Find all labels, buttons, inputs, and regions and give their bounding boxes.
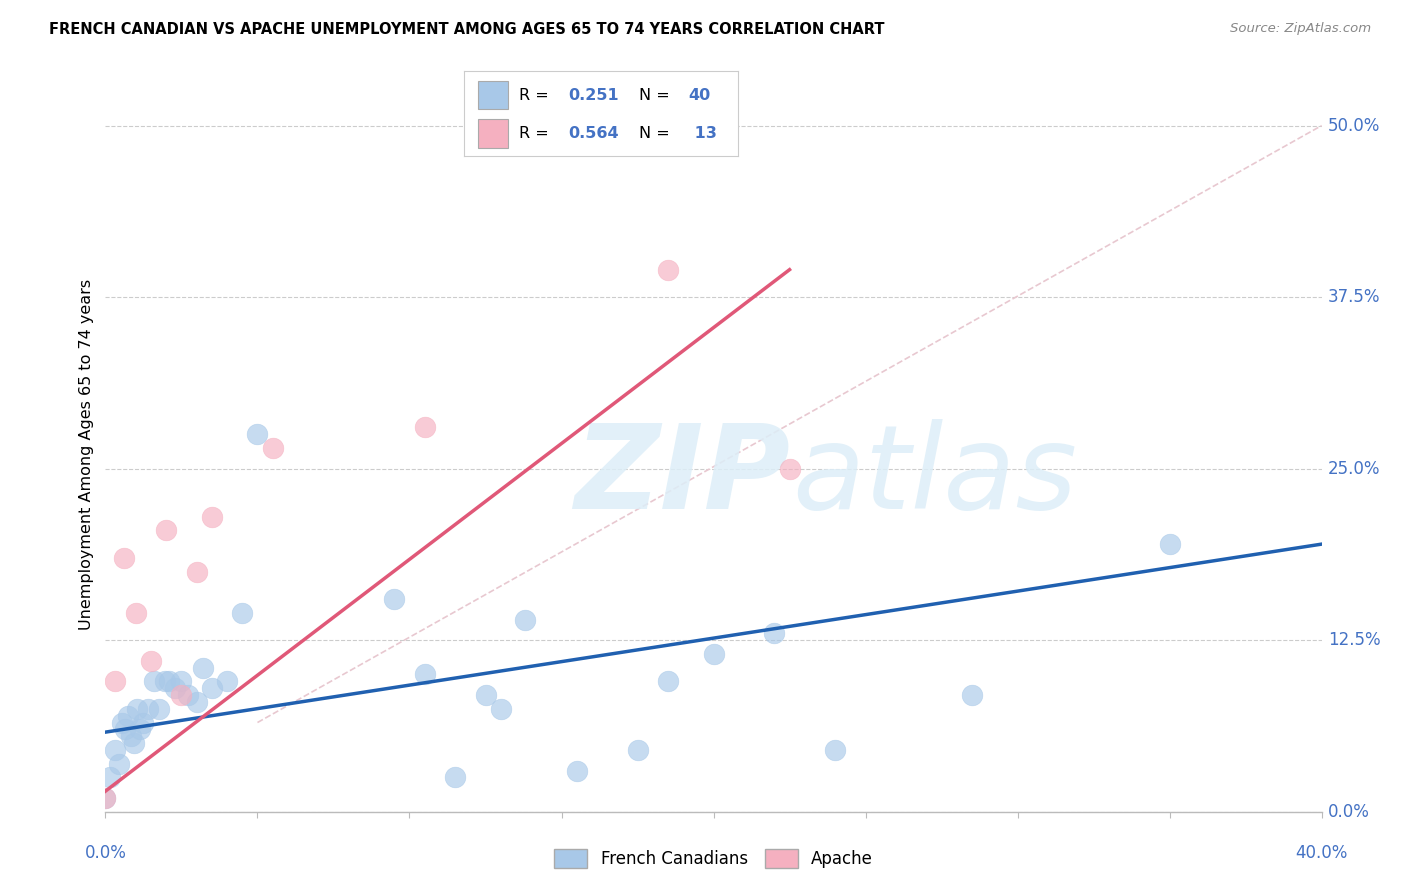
FancyBboxPatch shape xyxy=(478,119,508,147)
Point xyxy=(191,660,214,674)
Point xyxy=(120,729,142,743)
Point xyxy=(94,791,117,805)
Text: R =: R = xyxy=(519,126,554,141)
Text: 0.564: 0.564 xyxy=(568,126,619,141)
Point xyxy=(170,688,193,702)
Point xyxy=(139,654,162,668)
Point xyxy=(657,262,679,277)
Point xyxy=(111,715,134,730)
Point xyxy=(129,723,152,737)
Point xyxy=(153,674,176,689)
Point xyxy=(103,743,125,757)
Point xyxy=(132,715,155,730)
Point xyxy=(148,702,170,716)
Text: 0.0%: 0.0% xyxy=(84,844,127,862)
Point xyxy=(186,695,208,709)
Point xyxy=(231,606,253,620)
Point xyxy=(824,743,846,757)
Text: R =: R = xyxy=(519,87,554,103)
Point xyxy=(565,764,588,778)
Text: N =: N = xyxy=(640,126,675,141)
FancyBboxPatch shape xyxy=(478,80,508,110)
Point xyxy=(112,550,135,565)
Text: N =: N = xyxy=(640,87,675,103)
Point xyxy=(960,688,983,702)
Point xyxy=(489,702,512,716)
Point xyxy=(201,509,224,524)
Text: 40.0%: 40.0% xyxy=(1295,844,1348,862)
Point xyxy=(262,441,284,455)
Point xyxy=(143,674,166,689)
Text: 0.0%: 0.0% xyxy=(1327,803,1369,821)
Text: 37.5%: 37.5% xyxy=(1327,288,1381,306)
Text: ZIP: ZIP xyxy=(574,419,790,533)
Point xyxy=(165,681,187,696)
Point xyxy=(170,674,193,689)
Text: 12.5%: 12.5% xyxy=(1327,632,1381,649)
Point xyxy=(157,674,180,689)
Point xyxy=(117,708,139,723)
Point xyxy=(136,702,159,716)
Point xyxy=(779,461,801,475)
Point xyxy=(201,681,224,696)
Point xyxy=(246,427,269,442)
Text: FRENCH CANADIAN VS APACHE UNEMPLOYMENT AMONG AGES 65 TO 74 YEARS CORRELATION CHA: FRENCH CANADIAN VS APACHE UNEMPLOYMENT A… xyxy=(49,22,884,37)
Text: 25.0%: 25.0% xyxy=(1327,459,1381,477)
Text: atlas: atlas xyxy=(793,419,1077,533)
Point xyxy=(413,420,436,434)
Point xyxy=(513,613,536,627)
Legend: French Canadians, Apache: French Canadians, Apache xyxy=(547,842,880,875)
Point xyxy=(1159,537,1181,551)
Point xyxy=(657,674,679,689)
Point xyxy=(382,592,405,607)
Text: 0.251: 0.251 xyxy=(568,87,619,103)
Point xyxy=(98,771,121,785)
Point xyxy=(94,791,117,805)
Point xyxy=(124,736,146,750)
Text: 40: 40 xyxy=(689,87,711,103)
Point xyxy=(763,626,786,640)
Point xyxy=(155,524,177,538)
Point xyxy=(103,674,125,689)
Y-axis label: Unemployment Among Ages 65 to 74 years: Unemployment Among Ages 65 to 74 years xyxy=(79,279,94,631)
Text: 50.0%: 50.0% xyxy=(1327,117,1381,135)
Point xyxy=(108,756,131,771)
Point xyxy=(186,565,208,579)
Point xyxy=(444,771,467,785)
Point xyxy=(413,667,436,681)
Point xyxy=(702,647,725,661)
Point xyxy=(217,674,239,689)
Point xyxy=(176,688,198,702)
Text: Source: ZipAtlas.com: Source: ZipAtlas.com xyxy=(1230,22,1371,36)
Point xyxy=(125,606,148,620)
Point xyxy=(114,723,136,737)
Text: 13: 13 xyxy=(689,126,717,141)
Point xyxy=(474,688,496,702)
Point xyxy=(127,702,149,716)
Point xyxy=(626,743,648,757)
